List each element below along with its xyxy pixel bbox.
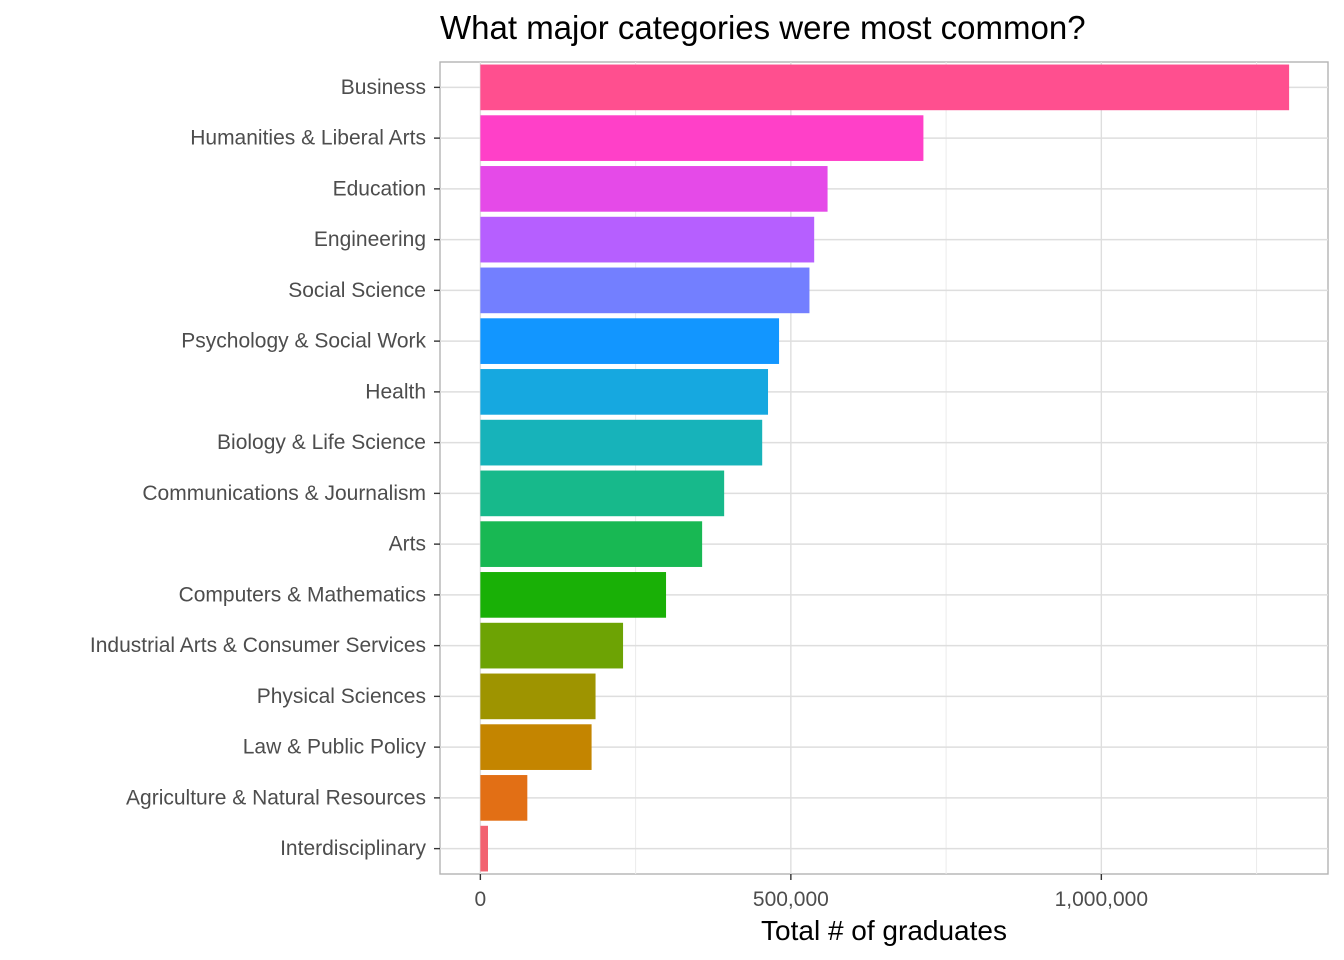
category-labels: Business Humanities & Liberal Arts Educati… bbox=[90, 76, 427, 860]
bar-12 bbox=[480, 673, 596, 720]
x-tick-label-0: 0 bbox=[475, 888, 487, 911]
category-label-14: Agriculture & Natural Resources bbox=[126, 786, 426, 809]
category-label-4: Social Science bbox=[288, 279, 426, 302]
category-label-7: Biology & Life Science bbox=[217, 431, 426, 454]
category-label-3: Engineering bbox=[314, 228, 426, 251]
bar-1 bbox=[480, 115, 924, 161]
chart-title: What major categories were most common? bbox=[440, 9, 1086, 46]
category-label-10: Computers & Mathematics bbox=[179, 583, 426, 606]
category-label-8: Communications & Journalism bbox=[142, 482, 426, 505]
category-label-6: Health bbox=[365, 380, 426, 403]
bar-4 bbox=[480, 267, 810, 314]
bar-3 bbox=[480, 216, 815, 263]
x-tick-label-1: 500,000 bbox=[753, 888, 829, 911]
bar-13 bbox=[480, 724, 592, 770]
x-tick-label-2: 1,000,000 bbox=[1055, 888, 1148, 911]
bar-14 bbox=[480, 775, 528, 821]
category-label-12: Physical Sciences bbox=[257, 685, 426, 708]
bar-9 bbox=[480, 521, 703, 567]
bar-15 bbox=[480, 825, 488, 872]
category-label-11: Industrial Arts & Consumer Services bbox=[90, 634, 426, 657]
category-label-5: Psychology & Social Work bbox=[181, 330, 426, 353]
x-ticks: 0 500,000 1,000,000 bbox=[434, 86, 1148, 911]
category-label-13: Law & Public Policy bbox=[243, 736, 427, 759]
category-label-15: Interdisciplinary bbox=[280, 837, 426, 860]
category-label-1: Humanities & Liberal Arts bbox=[190, 127, 426, 150]
bar-11 bbox=[480, 622, 624, 669]
bar-5 bbox=[480, 318, 780, 364]
bar-8 bbox=[480, 470, 725, 517]
bars bbox=[480, 64, 1290, 872]
bar-0 bbox=[480, 64, 1290, 111]
bar-6 bbox=[480, 369, 769, 415]
x-axis-title: Total # of graduates bbox=[761, 915, 1007, 946]
bar-2 bbox=[480, 166, 828, 212]
bar-7 bbox=[480, 419, 763, 466]
category-label-0: Business bbox=[341, 76, 426, 99]
bar-10 bbox=[480, 572, 667, 618]
category-label-9: Arts bbox=[389, 533, 426, 556]
category-label-2: Education bbox=[333, 177, 426, 200]
